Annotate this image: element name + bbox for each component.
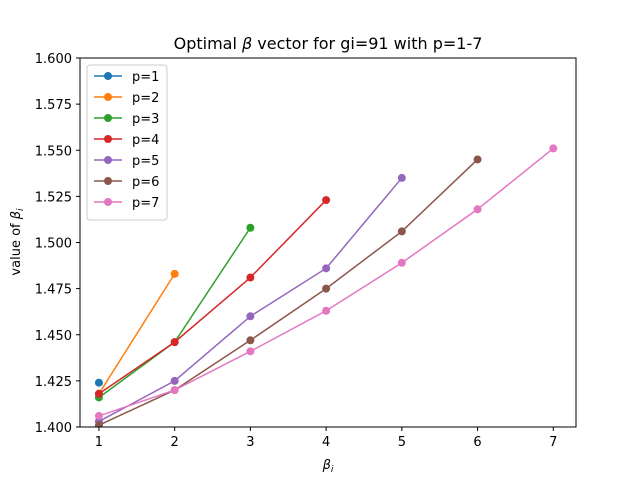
y-tick-label: 1.575 xyxy=(35,98,72,113)
legend-marker xyxy=(104,114,112,122)
legend-item: p=5 xyxy=(94,154,159,169)
data-point xyxy=(246,273,255,282)
data-point xyxy=(549,144,558,153)
data-point xyxy=(246,336,255,345)
series-line xyxy=(98,199,327,395)
legend-item: p=7 xyxy=(94,196,159,211)
y-tick-label: 1.600 xyxy=(35,52,72,67)
y-tick-label: 1.525 xyxy=(35,190,72,205)
legend-item: p=3 xyxy=(94,112,159,127)
data-point xyxy=(322,306,331,315)
x-tick-label: 3 xyxy=(246,435,254,450)
data-point xyxy=(322,264,331,273)
series-p=6 xyxy=(94,155,482,427)
data-point xyxy=(322,284,331,293)
legend: p=1 p=2 p=3 p=4 p=5 p=6 p=7 xyxy=(86,64,168,221)
data-point xyxy=(397,227,406,236)
data-point xyxy=(170,386,179,395)
x-tick-label: 7 xyxy=(549,435,557,450)
y-tick-label: 1.450 xyxy=(35,329,72,344)
legend-marker xyxy=(104,156,112,164)
legend-marker xyxy=(104,177,112,185)
data-point xyxy=(170,338,179,347)
legend-item: p=1 xyxy=(94,70,159,85)
legend-marker xyxy=(104,72,112,80)
legend-marker xyxy=(104,198,112,206)
data-point xyxy=(473,205,482,214)
series-p=2 xyxy=(94,269,179,398)
data-point xyxy=(170,269,179,278)
data-point xyxy=(322,196,331,205)
x-tick-label: 6 xyxy=(473,435,481,450)
legend-label: p=4 xyxy=(132,133,159,148)
data-point xyxy=(94,411,103,420)
plot-area xyxy=(94,144,558,427)
legend-label: p=1 xyxy=(132,70,159,85)
chart-title: Optimal β vector for gi=91 with p=1-7 xyxy=(174,34,483,53)
x-tick-label: 4 xyxy=(322,435,330,450)
data-point xyxy=(94,378,103,387)
x-tick-label: 2 xyxy=(171,435,179,450)
legend-label: p=2 xyxy=(132,91,159,106)
y-axis: 1.400 1.425 1.450 1.475 1.500 1.525 1.550 1.575… xyxy=(35,52,80,436)
data-point xyxy=(473,155,482,164)
y-axis-label: value of βi xyxy=(9,208,26,276)
series-p=7 xyxy=(94,144,558,420)
y-tick-label: 1.475 xyxy=(35,283,72,298)
data-point xyxy=(246,312,255,321)
y-tick-label: 1.500 xyxy=(35,237,72,252)
series-p=3 xyxy=(94,223,255,402)
legend-marker xyxy=(104,135,112,143)
x-tick-label: 1 xyxy=(95,435,103,450)
series-line xyxy=(98,273,176,395)
data-point xyxy=(246,223,255,232)
series-line xyxy=(98,158,479,426)
data-point xyxy=(397,173,406,182)
data-point xyxy=(170,376,179,385)
y-tick-label: 1.550 xyxy=(35,144,72,159)
data-point xyxy=(246,347,255,356)
x-axis-label: βi xyxy=(322,458,334,475)
data-point xyxy=(94,421,103,427)
legend-label: p=7 xyxy=(132,196,159,211)
y-tick-label: 1.400 xyxy=(35,421,72,436)
series-p=1 xyxy=(94,378,103,387)
y-tick-label: 1.425 xyxy=(35,375,72,390)
legend-item: p=6 xyxy=(94,175,159,190)
legend-label: p=3 xyxy=(132,112,159,127)
legend-item: p=4 xyxy=(94,133,159,148)
series-line xyxy=(98,227,252,399)
data-point xyxy=(397,258,406,267)
legend-label: p=5 xyxy=(132,154,159,169)
data-point xyxy=(94,389,103,398)
legend-item: p=2 xyxy=(94,91,159,106)
x-axis: 1 2 3 4 5 6 7 xyxy=(95,427,557,450)
legend-marker xyxy=(104,93,112,101)
series-p=4 xyxy=(94,196,331,398)
x-tick-label: 5 xyxy=(398,435,406,450)
legend-label: p=6 xyxy=(132,175,159,190)
